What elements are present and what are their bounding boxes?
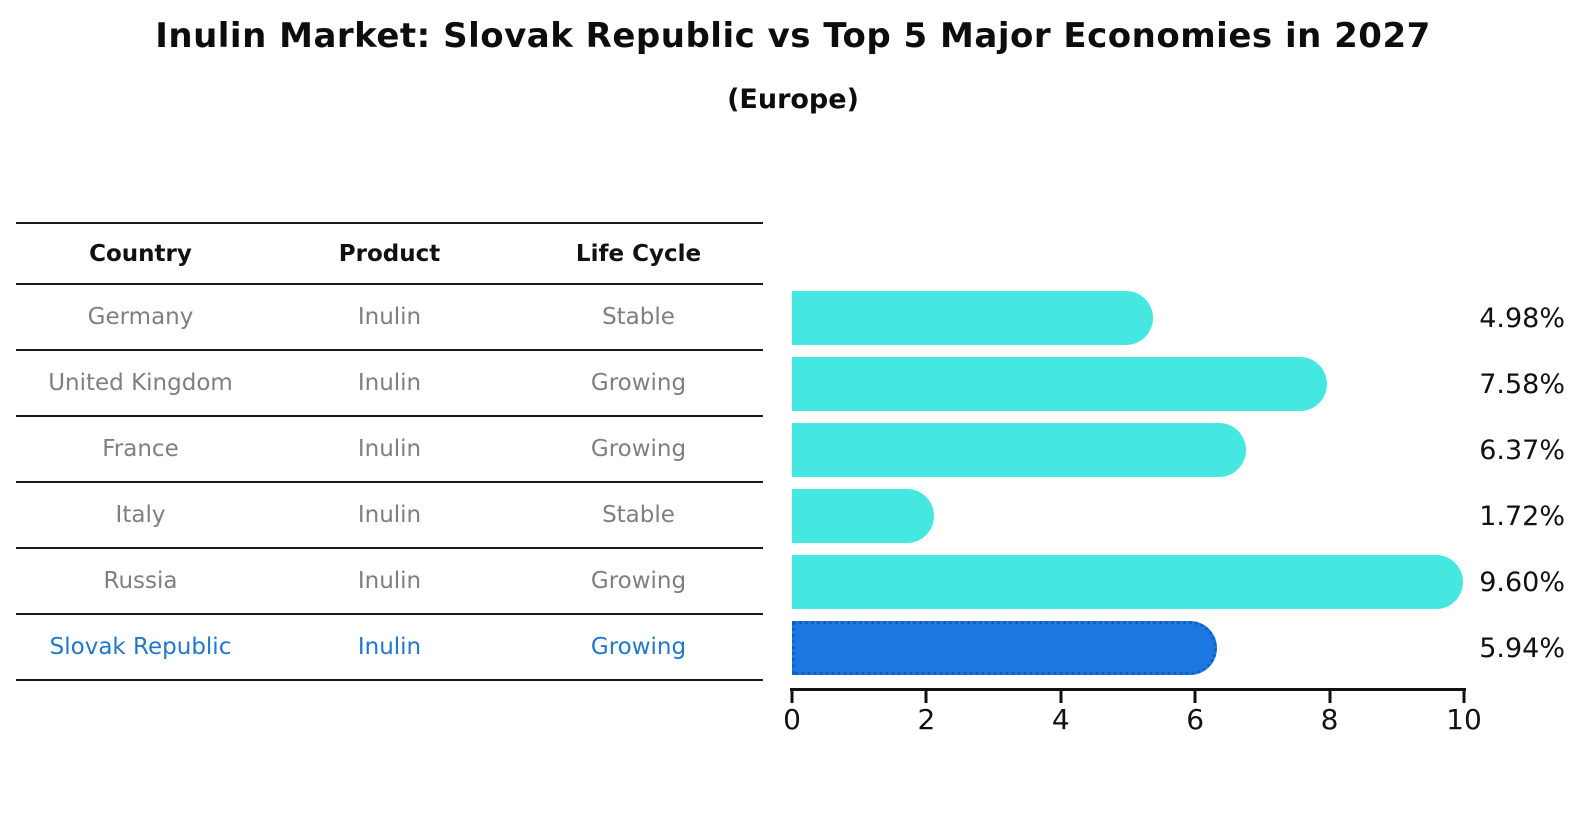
life-cycle-cell: Growing	[590, 436, 687, 462]
value-label-italy: 1.72%	[1479, 500, 1565, 532]
bar-slot-germany	[792, 285, 1492, 351]
table-row-slovak-republic: Slovak Republic Inulin Growing	[16, 615, 763, 681]
product-cell: Inulin	[357, 304, 422, 330]
country-cell: Germany	[87, 304, 194, 330]
country-cell: Slovak Republic	[49, 634, 232, 660]
life-cycle-cell: Growing	[590, 634, 687, 660]
bar-united-kingdom	[792, 357, 1327, 411]
value-labels: 4.98% 7.58% 6.37% 1.72% 9.60% 5.94%	[1400, 285, 1565, 681]
value-label-germany: 4.98%	[1479, 302, 1565, 334]
bar-germany	[792, 291, 1153, 345]
life-cycle-cell: Growing	[590, 568, 687, 594]
country-cell: Russia	[103, 568, 178, 594]
tick-mark	[924, 691, 928, 703]
table-header-row: Country Product Life Cycle	[16, 222, 763, 285]
life-cycle-cell: Stable	[602, 502, 675, 528]
tick-mark	[790, 691, 794, 703]
country-table: Country Product Life Cycle Germany Inuli…	[16, 222, 763, 681]
value-label-united-kingdom: 7.58%	[1479, 368, 1565, 400]
bar-slot-italy	[792, 483, 1492, 549]
product-cell: Inulin	[357, 634, 422, 660]
table-row-united-kingdom: United Kingdom Inulin Growing	[16, 351, 763, 417]
tick-label: 8	[1320, 703, 1339, 736]
chart-title: Inulin Market: Slovak Republic vs Top 5 …	[155, 16, 1431, 56]
product-cell: Inulin	[357, 370, 422, 396]
tick-mark	[1462, 691, 1466, 703]
bar-slot-slovak-republic	[792, 615, 1492, 681]
tick-label: 2	[917, 703, 936, 736]
column-header-life-cycle: Life Cycle	[575, 240, 702, 267]
bar-slot-france	[792, 417, 1492, 483]
bar-slot-united-kingdom	[792, 351, 1492, 417]
table-row-russia: Russia Inulin Growing	[16, 549, 763, 615]
chart-subtitle: (Europe)	[727, 84, 859, 115]
country-cell: France	[102, 436, 179, 462]
tick-mark	[1059, 691, 1063, 703]
column-header-product: Product	[338, 240, 441, 267]
tick-mark	[1328, 691, 1332, 703]
table-row-italy: Italy Inulin Stable	[16, 483, 763, 549]
product-cell: Inulin	[357, 568, 422, 594]
value-label-russia: 9.60%	[1479, 566, 1565, 598]
tick-label: 6	[1186, 703, 1205, 736]
x-axis-ticks: 0 2 4 6 8 10	[783, 691, 1482, 741]
bar-france	[792, 423, 1246, 477]
column-header-country: Country	[89, 240, 192, 267]
country-cell: United Kingdom	[48, 370, 233, 396]
tick-mark	[1193, 691, 1197, 703]
value-label-slovak-republic: 5.94%	[1479, 632, 1565, 664]
table-row-france: France Inulin Growing	[16, 417, 763, 483]
life-cycle-cell: Growing	[590, 370, 687, 396]
tick-label: 0	[783, 703, 801, 736]
tick-label: 4	[1051, 703, 1070, 736]
country-cell: Italy	[115, 502, 166, 528]
life-cycle-cell: Stable	[602, 304, 675, 330]
bar-chart	[792, 285, 1492, 681]
product-cell: Inulin	[357, 436, 422, 462]
value-label-france: 6.37%	[1479, 434, 1565, 466]
bar-russia	[792, 555, 1463, 609]
tick-label: 10	[1446, 703, 1482, 736]
bar-slot-russia	[792, 549, 1492, 615]
product-cell: Inulin	[357, 502, 422, 528]
bar-italy	[792, 489, 934, 543]
x-axis-line	[790, 688, 1466, 691]
bar-slovak-republic	[792, 621, 1217, 675]
table-row-germany: Germany Inulin Stable	[16, 285, 763, 351]
